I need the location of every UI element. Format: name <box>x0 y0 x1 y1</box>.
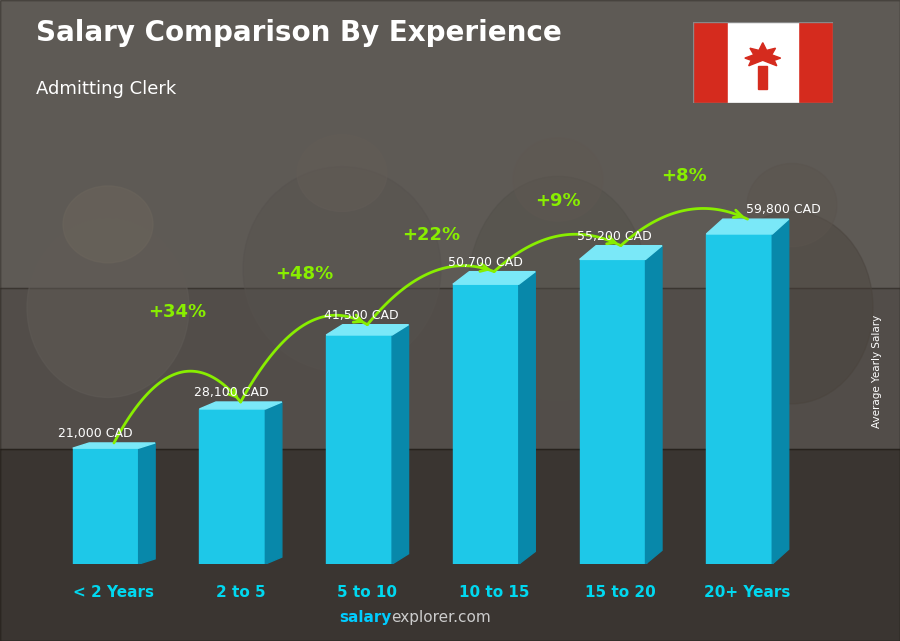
Bar <box>706 234 772 564</box>
Bar <box>0 449 900 641</box>
Polygon shape <box>326 325 409 335</box>
Polygon shape <box>645 246 662 564</box>
Text: +34%: +34% <box>148 303 206 321</box>
Ellipse shape <box>27 218 189 397</box>
Polygon shape <box>392 325 409 564</box>
Text: 55,200 CAD: 55,200 CAD <box>577 230 652 243</box>
Polygon shape <box>758 66 768 88</box>
Text: < 2 Years: < 2 Years <box>74 585 155 600</box>
Text: +9%: +9% <box>535 192 581 210</box>
Polygon shape <box>706 219 788 234</box>
Text: 50,700 CAD: 50,700 CAD <box>448 256 523 269</box>
Text: +22%: +22% <box>401 226 460 244</box>
Polygon shape <box>580 246 662 260</box>
Polygon shape <box>139 443 155 564</box>
Text: salary: salary <box>339 610 392 625</box>
Bar <box>453 284 518 564</box>
Bar <box>326 335 392 564</box>
Bar <box>797 22 832 103</box>
Text: 20+ Years: 20+ Years <box>705 585 791 600</box>
Text: 10 to 15: 10 to 15 <box>459 585 529 600</box>
Text: +8%: +8% <box>662 167 707 185</box>
Text: 59,800 CAD: 59,800 CAD <box>745 203 821 217</box>
Ellipse shape <box>468 176 648 401</box>
Ellipse shape <box>243 167 441 372</box>
Bar <box>73 448 139 564</box>
Ellipse shape <box>297 135 387 212</box>
Text: explorer.com: explorer.com <box>392 610 491 625</box>
Text: 15 to 20: 15 to 20 <box>585 585 656 600</box>
Polygon shape <box>453 272 536 284</box>
Bar <box>728 22 797 103</box>
Text: 21,000 CAD: 21,000 CAD <box>58 427 132 440</box>
Bar <box>0 0 900 288</box>
Bar <box>580 260 645 564</box>
Text: +48%: +48% <box>274 265 333 283</box>
Text: Average Yearly Salary: Average Yearly Salary <box>872 315 883 428</box>
Polygon shape <box>200 402 282 409</box>
Ellipse shape <box>513 138 603 221</box>
Polygon shape <box>745 43 780 66</box>
Text: 28,100 CAD: 28,100 CAD <box>194 387 269 399</box>
Bar <box>693 22 728 103</box>
Ellipse shape <box>711 212 873 404</box>
Ellipse shape <box>747 163 837 247</box>
Bar <box>0 288 900 449</box>
Polygon shape <box>518 272 536 564</box>
Text: 5 to 10: 5 to 10 <box>338 585 398 600</box>
Text: Admitting Clerk: Admitting Clerk <box>36 80 176 98</box>
Ellipse shape <box>63 186 153 263</box>
Text: 2 to 5: 2 to 5 <box>216 585 266 600</box>
Polygon shape <box>266 402 282 564</box>
Polygon shape <box>772 219 788 564</box>
Bar <box>200 409 266 564</box>
Text: Salary Comparison By Experience: Salary Comparison By Experience <box>36 19 562 47</box>
Polygon shape <box>73 443 155 448</box>
Text: 41,500 CAD: 41,500 CAD <box>324 309 399 322</box>
